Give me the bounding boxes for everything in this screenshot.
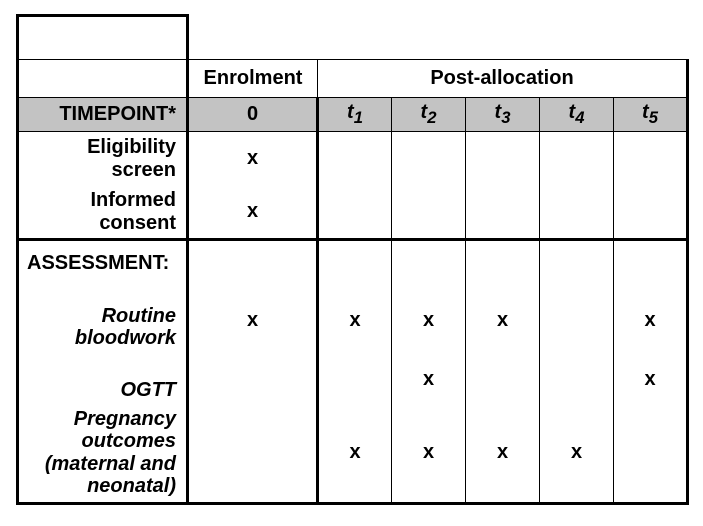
- blank-corner: [18, 16, 188, 60]
- cell-ogtt-0: [188, 356, 318, 404]
- cell-assessment-0: [188, 240, 318, 286]
- t1-base: t: [347, 101, 354, 123]
- timepoint-label-text: TIMEPOINT*: [59, 103, 176, 125]
- timepoint-t2: t2: [392, 98, 466, 132]
- x: x: [644, 309, 655, 331]
- timepoint-t4: t4: [540, 98, 614, 132]
- cell-outcomes-t1: x: [318, 404, 392, 504]
- cell-eligibility-t4: [540, 132, 614, 186]
- consent-l2: consent: [99, 212, 176, 234]
- cell-outcomes-t4: x: [540, 404, 614, 504]
- assessment-text: ASSESSMENT:: [27, 252, 169, 274]
- row-label-eligibility: Eligibility screen: [18, 132, 188, 186]
- timepoint-t3: t3: [466, 98, 540, 132]
- cell-assessment-t5: [614, 240, 688, 286]
- cell-ogtt-t4: [540, 356, 614, 404]
- post-allocation-label: Post-allocation: [430, 67, 573, 89]
- x: x: [247, 147, 258, 169]
- x: x: [571, 441, 582, 463]
- cell-consent-t5: [614, 186, 688, 240]
- x: x: [423, 368, 434, 390]
- x: x: [247, 200, 258, 222]
- outcomes-l3: (maternal and: [45, 453, 176, 475]
- t4-sub: 4: [575, 108, 584, 127]
- x: x: [644, 368, 655, 390]
- ogtt-l1: OGTT: [120, 379, 176, 401]
- cell-consent-t3: [466, 186, 540, 240]
- timepoint-0-text: 0: [247, 103, 258, 125]
- x: x: [349, 309, 360, 331]
- cell-eligibility-t5: [614, 132, 688, 186]
- cell-bloodwork-t2: x: [392, 286, 466, 356]
- t2-sub: 2: [427, 108, 436, 127]
- bloodwork-l1: Routine: [102, 305, 176, 327]
- timepoint-t1: t1: [318, 98, 392, 132]
- x: x: [349, 441, 360, 463]
- cell-assessment-t1: [318, 240, 392, 286]
- cell-outcomes-0: [188, 404, 318, 504]
- cell-assessment-t3: [466, 240, 540, 286]
- x: x: [423, 441, 434, 463]
- timepoint-row-label: TIMEPOINT*: [18, 98, 188, 132]
- col-header-post-allocation: Post-allocation: [318, 60, 688, 98]
- cell-ogtt-t2: x: [392, 356, 466, 404]
- cell-eligibility-t1: [318, 132, 392, 186]
- cell-bloodwork-t1: x: [318, 286, 392, 356]
- t5-base: t: [642, 101, 649, 123]
- t1-sub: 1: [354, 108, 363, 127]
- eligibility-l1: Eligibility: [87, 136, 176, 158]
- t3-sub: 3: [501, 108, 510, 127]
- col-header-enrolment: Enrolment: [188, 60, 318, 98]
- outcomes-l2: outcomes: [82, 430, 176, 452]
- enrolment-label: Enrolment: [204, 67, 303, 89]
- cell-bloodwork-t3: x: [466, 286, 540, 356]
- t5-sub: 5: [649, 108, 658, 127]
- row-label-ogtt: OGTT: [18, 356, 188, 404]
- row-label-consent: Informed consent: [18, 186, 188, 240]
- cell-eligibility-t2: [392, 132, 466, 186]
- x: x: [497, 441, 508, 463]
- cell-eligibility-0: x: [188, 132, 318, 186]
- x: x: [247, 309, 258, 331]
- timepoint-0: 0: [188, 98, 318, 132]
- cell-eligibility-t3: [466, 132, 540, 186]
- cell-outcomes-t5: [614, 404, 688, 504]
- row-label-assessment: ASSESSMENT:: [18, 240, 188, 286]
- cell-bloodwork-t5: x: [614, 286, 688, 356]
- outcomes-l4: neonatal): [87, 475, 176, 497]
- cell-outcomes-t3: x: [466, 404, 540, 504]
- cell-ogtt-t1: [318, 356, 392, 404]
- cell-consent-0: x: [188, 186, 318, 240]
- cell-consent-t4: [540, 186, 614, 240]
- x: x: [423, 309, 434, 331]
- x: x: [497, 309, 508, 331]
- bloodwork-l2: bloodwork: [75, 327, 176, 349]
- outcomes-l1: Pregnancy: [74, 408, 176, 430]
- eligibility-l2: screen: [112, 159, 177, 181]
- cell-bloodwork-0: x: [188, 286, 318, 356]
- blank-cell: [18, 60, 188, 98]
- cell-assessment-t4: [540, 240, 614, 286]
- cell-ogtt-t3: [466, 356, 540, 404]
- spirit-schedule-table: Enrolment Post-allocation TIMEPOINT* 0 t…: [16, 14, 689, 505]
- cell-consent-t1: [318, 186, 392, 240]
- timepoint-t5: t5: [614, 98, 688, 132]
- cell-outcomes-t2: x: [392, 404, 466, 504]
- row-label-bloodwork: Routine bloodwork: [18, 286, 188, 356]
- cell-consent-t2: [392, 186, 466, 240]
- cell-bloodwork-t4: [540, 286, 614, 356]
- row-label-outcomes: Pregnancy outcomes (maternal and neonata…: [18, 404, 188, 504]
- cell-assessment-t2: [392, 240, 466, 286]
- consent-l1: Informed: [90, 189, 176, 211]
- cell-ogtt-t5: x: [614, 356, 688, 404]
